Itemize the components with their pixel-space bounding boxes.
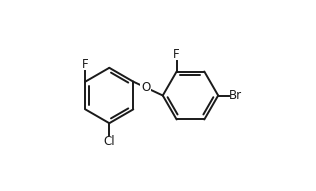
Text: Cl: Cl — [103, 135, 115, 148]
Text: Br: Br — [229, 89, 242, 102]
Text: O: O — [141, 81, 150, 94]
Text: F: F — [82, 58, 88, 71]
Text: F: F — [173, 48, 180, 61]
